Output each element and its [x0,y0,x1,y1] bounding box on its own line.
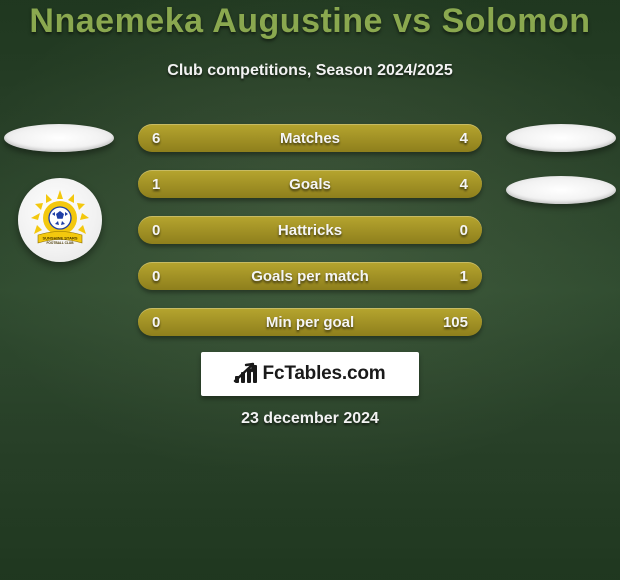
h2h-infographic: Nnaemeka Augustine vs Solomon Club compe… [0,0,620,580]
right-badge-slot-2 [506,176,616,204]
svg-text:FOOTBALL CLUB: FOOTBALL CLUB [46,241,74,245]
stat-row-goals: 1 Goals 4 [138,170,482,198]
sunshine-stars-crest-icon: SUNSHINE STARS FOOTBALL CLUB [30,190,90,250]
stat-label: Matches [138,124,482,152]
stat-right-value: 4 [460,124,468,152]
svg-text:SUNSHINE STARS: SUNSHINE STARS [42,236,77,241]
stat-right-value: 0 [460,216,468,244]
stat-row-hattricks: 0 Hattricks 0 [138,216,482,244]
right-badge-slot-1 [506,124,616,152]
stat-row-matches: 6 Matches 4 [138,124,482,152]
stat-row-goals-per-match: 0 Goals per match 1 [138,262,482,290]
stat-row-min-per-goal: 0 Min per goal 105 [138,308,482,336]
stat-label: Min per goal [138,308,482,336]
bar-chart-icon [235,365,257,383]
left-badge-slot-1 [4,124,114,152]
stat-label: Hattricks [138,216,482,244]
page-title: Nnaemeka Augustine vs Solomon [0,2,620,41]
stat-rows: 6 Matches 4 1 Goals 4 0 Hattricks 0 0 Go… [138,124,482,354]
source-branding: FcTables.com [201,352,419,396]
stat-right-value: 1 [460,262,468,290]
subtitle: Club competitions, Season 2024/2025 [0,62,620,80]
stat-label: Goals [138,170,482,198]
date-line: 23 december 2024 [0,410,620,428]
branding-text: FcTables.com [263,363,386,385]
fctables-logo: FcTables.com [235,363,386,385]
stat-label: Goals per match [138,262,482,290]
left-club-logo: SUNSHINE STARS FOOTBALL CLUB [18,178,102,262]
stat-right-value: 105 [443,308,468,336]
stat-right-value: 4 [460,170,468,198]
